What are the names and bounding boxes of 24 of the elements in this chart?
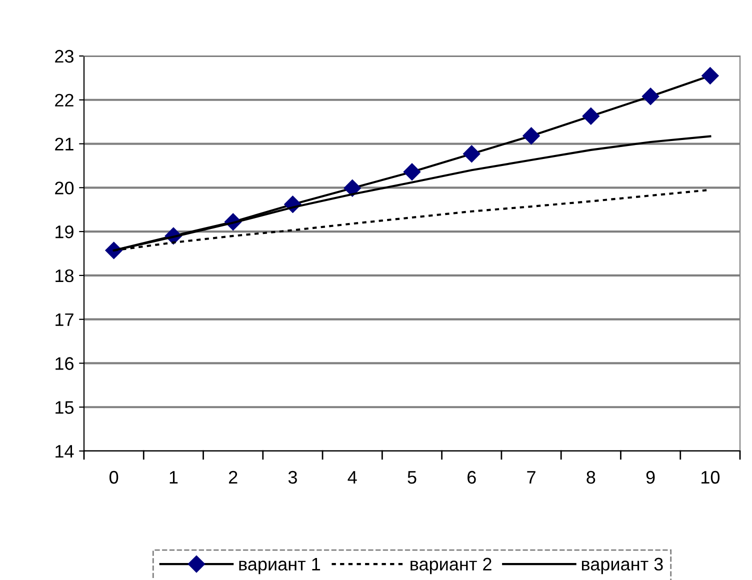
- y-tick-label: 18: [56, 269, 74, 282]
- x-tick-label: 4: [348, 471, 357, 484]
- x-tick-label: 0: [110, 470, 118, 484]
- x-tick-label: 9: [646, 470, 655, 484]
- y-tick-label: 16: [56, 357, 74, 370]
- x-tick-label: 7: [527, 471, 536, 484]
- legend-label: вариант 2: [410, 558, 492, 574]
- legend-label: вариант 3: [582, 558, 663, 574]
- y-tick-label: 20: [55, 182, 74, 194]
- x-tick-label: 5: [408, 471, 416, 484]
- x-tick-label: 2: [228, 470, 238, 484]
- y-tick-label: 21: [55, 138, 74, 150]
- x-tick-label: 10: [702, 470, 720, 484]
- y-tick-label: 22: [55, 94, 74, 106]
- x-tick-label: 3: [288, 470, 297, 484]
- y-tick-label: 19: [56, 225, 74, 238]
- y-tick-label: 17: [56, 313, 74, 326]
- x-tick-label: 8: [586, 470, 596, 484]
- y-tick-label: 14: [56, 445, 74, 458]
- x-tick-label: 1: [170, 471, 178, 484]
- y-tick-label: 15: [56, 401, 74, 414]
- legend-label: вариант 1: [239, 558, 320, 574]
- x-tick-label: 6: [468, 470, 476, 484]
- y-tick-label: 23: [55, 50, 74, 63]
